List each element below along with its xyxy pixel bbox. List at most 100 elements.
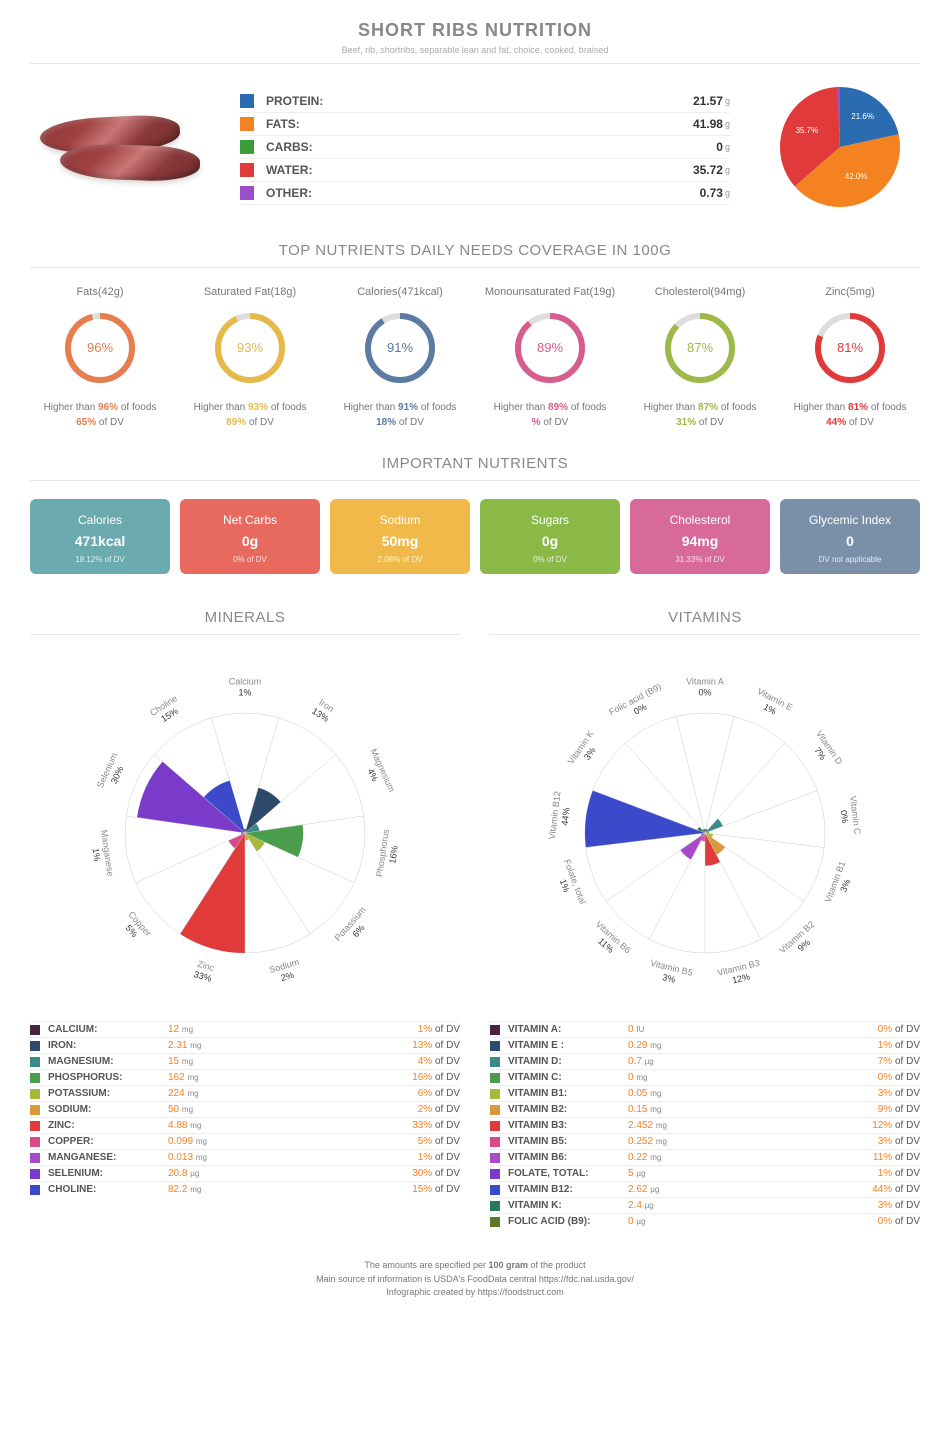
nutrient-card: Calories 471kcal 18.12% of DV [30, 499, 170, 574]
card-row: Calories 471kcal 18.12% of DV Net Carbs … [30, 499, 920, 574]
table-swatch [490, 1185, 500, 1195]
table-dv: 9% of DV [878, 1104, 920, 1115]
gauge-svg: 91% [360, 308, 440, 388]
food-image [30, 97, 210, 197]
table-value: 2.4 µg [628, 1200, 698, 1211]
table-name: VITAMIN A: [508, 1024, 628, 1035]
card-dv: 2.08% of DV [336, 555, 464, 564]
polar-slice [245, 788, 281, 833]
table-value: 2.62 µg [628, 1184, 698, 1195]
polar-spoke [245, 816, 364, 833]
card-dv: 0% of DV [186, 555, 314, 564]
divider [30, 480, 920, 481]
polar-spoke [705, 833, 761, 939]
table-swatch [490, 1073, 500, 1083]
gauge-item: Fats(42g) 96% Higher than 96% of foods 6… [30, 286, 170, 430]
table-value: 0.22 mg [628, 1152, 698, 1163]
table-swatch [30, 1169, 40, 1179]
footer-l1: The amounts are specified per 100 gram o… [30, 1259, 920, 1273]
table-row: MANGANESE: 0.013 mg 1% of DV [30, 1149, 460, 1165]
macro-swatch [240, 94, 254, 108]
table-row: FOLIC ACID (B9): 0 µg 0% of DV [490, 1213, 920, 1229]
table-swatch [30, 1073, 40, 1083]
minerals-table: CALCIUM: 12 mg 1% of DV IRON: 2.31 mg 13… [30, 1021, 460, 1197]
table-value: 4.88 mg [168, 1120, 238, 1131]
gauge-pct: 93% [237, 340, 263, 355]
macro-swatch [240, 163, 254, 177]
gauge-svg: 93% [210, 308, 290, 388]
table-row: POTASSIUM: 224 mg 6% of DV [30, 1085, 460, 1101]
table-name: SELENIUM: [48, 1168, 168, 1179]
table-value: 224 mg [168, 1088, 238, 1099]
macro-unit: g [725, 188, 730, 198]
polar-label: Vitamin A0% [686, 677, 724, 700]
table-name: COPPER: [48, 1136, 168, 1147]
divider [30, 267, 920, 268]
table-dv: 7% of DV [878, 1056, 920, 1067]
polar-slice [705, 819, 723, 833]
card-value: 50mg [336, 533, 464, 549]
gauge-item: Monounsaturated Fat(19g) 89% Higher than… [480, 286, 620, 430]
polar-spoke [705, 743, 785, 833]
table-swatch [490, 1217, 500, 1227]
table-row: PHOSPHORUS: 162 mg 16% of DV [30, 1069, 460, 1085]
gauge-foot: Higher than 87% of foods 31% of DV [630, 400, 770, 430]
table-dv: 1% of DV [418, 1024, 460, 1035]
table-name: IRON: [48, 1040, 168, 1051]
table-row: ZINC: 4.88 mg 33% of DV [30, 1117, 460, 1133]
table-row: VITAMIN B12: 2.62 µg 44% of DV [490, 1181, 920, 1197]
table-name: MANGANESE: [48, 1152, 168, 1163]
table-row: VITAMIN B3: 2.452 mg 12% of DV [490, 1117, 920, 1133]
gauge-name: Calories(471kcal) [330, 286, 470, 298]
table-value: 162 mg [168, 1072, 238, 1083]
table-row: VITAMIN B1: 0.05 mg 3% of DV [490, 1085, 920, 1101]
table-swatch [30, 1041, 40, 1051]
nutrient-card: Glycemic Index 0 DV not applicable [780, 499, 920, 574]
table-name: VITAMIN B2: [508, 1104, 628, 1115]
table-name: MAGNESIUM: [48, 1056, 168, 1067]
table-value: 2.31 mg [168, 1040, 238, 1051]
table-row: VITAMIN B5: 0.252 mg 3% of DV [490, 1133, 920, 1149]
card-name: Cholesterol [636, 513, 764, 527]
card-name: Net Carbs [186, 513, 314, 527]
table-dv: 5% of DV [418, 1136, 460, 1147]
card-value: 94mg [636, 533, 764, 549]
table-dv: 44% of DV [872, 1184, 920, 1195]
footer-l3: Infographic created by https://foodstruc… [30, 1286, 920, 1300]
table-swatch [490, 1153, 500, 1163]
table-dv: 0% of DV [878, 1216, 920, 1227]
table-row: VITAMIN E : 0.29 mg 1% of DV [490, 1037, 920, 1053]
table-swatch [30, 1025, 40, 1035]
polar-label: Calcium1% [229, 677, 262, 700]
table-value: 0 µg [628, 1216, 698, 1227]
table-row: MAGNESIUM: 15 mg 4% of DV [30, 1053, 460, 1069]
table-value: 50 mg [168, 1104, 238, 1115]
table-value: 20.8 µg [168, 1168, 238, 1179]
gauge-foot: Higher than 93% of foods 89% of DV [180, 400, 320, 430]
vitamins-col: VITAMINS Vitamin A0%Vitamin E1%Vitamin D… [490, 584, 920, 1229]
table-row: VITAMIN K: 2.4 µg 3% of DV [490, 1197, 920, 1213]
macro-row: CARBS: 0 g [240, 136, 730, 159]
gauge-pct: 91% [387, 340, 413, 355]
nutrient-card: Sodium 50mg 2.08% of DV [330, 499, 470, 574]
table-name: PHOSPHORUS: [48, 1072, 168, 1083]
pie-label: 35.7% [796, 126, 819, 135]
nutrient-card: Net Carbs 0g 0% of DV [180, 499, 320, 574]
table-name: VITAMIN B1: [508, 1088, 628, 1099]
table-dv: 3% of DV [878, 1136, 920, 1147]
table-name: VITAMIN B6: [508, 1152, 628, 1163]
gauge-item: Cholesterol(94mg) 87% Higher than 87% of… [630, 286, 770, 430]
table-name: SODIUM: [48, 1104, 168, 1115]
table-name: VITAMIN B3: [508, 1120, 628, 1131]
macro-label: PROTEIN: [266, 94, 693, 108]
table-row: COPPER: 0.099 mg 5% of DV [30, 1133, 460, 1149]
table-value: 2.452 mg [628, 1120, 698, 1131]
table-value: 0 IU [628, 1024, 698, 1035]
gauge-pct: 89% [537, 340, 563, 355]
gauge-name: Saturated Fat(18g) [180, 286, 320, 298]
macro-label: WATER: [266, 163, 693, 177]
macro-swatch [240, 117, 254, 131]
gauge-item: Zinc(5mg) 81% Higher than 81% of foods 4… [780, 286, 920, 430]
macro-list: PROTEIN: 21.57 g FATS: 41.98 g CARBS: 0 … [240, 90, 730, 205]
table-dv: 11% of DV [873, 1152, 920, 1163]
